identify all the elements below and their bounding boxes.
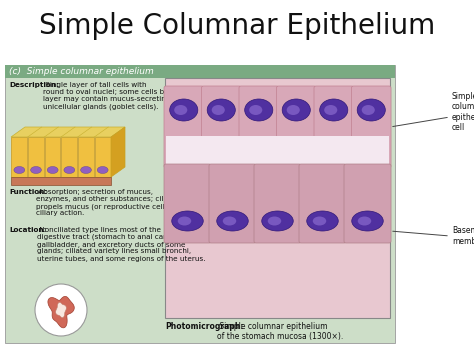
- FancyBboxPatch shape: [201, 86, 241, 168]
- Ellipse shape: [287, 105, 300, 115]
- Ellipse shape: [14, 166, 25, 174]
- FancyBboxPatch shape: [352, 86, 391, 168]
- FancyBboxPatch shape: [166, 136, 389, 166]
- Ellipse shape: [223, 217, 236, 225]
- FancyBboxPatch shape: [95, 137, 110, 177]
- FancyBboxPatch shape: [5, 65, 395, 343]
- FancyBboxPatch shape: [344, 164, 391, 243]
- Ellipse shape: [282, 99, 310, 121]
- Text: Function:: Function:: [9, 189, 47, 195]
- FancyBboxPatch shape: [11, 137, 27, 177]
- Text: Simple Columnar Epithelium: Simple Columnar Epithelium: [39, 12, 435, 40]
- Ellipse shape: [47, 166, 58, 174]
- Text: Location:: Location:: [9, 227, 46, 233]
- FancyBboxPatch shape: [276, 86, 316, 168]
- Ellipse shape: [352, 211, 383, 231]
- Text: Photomicrograph:: Photomicrograph:: [165, 322, 244, 331]
- FancyBboxPatch shape: [239, 86, 279, 168]
- Ellipse shape: [212, 105, 225, 115]
- FancyBboxPatch shape: [164, 86, 203, 168]
- Text: Description:: Description:: [9, 82, 59, 88]
- Polygon shape: [55, 302, 66, 318]
- Ellipse shape: [172, 211, 203, 231]
- Text: Simple columnar epithelium
of the stomach mucosa (1300×).: Simple columnar epithelium of the stomac…: [217, 322, 343, 342]
- Ellipse shape: [170, 99, 198, 121]
- Polygon shape: [48, 296, 74, 328]
- Text: Simple
columnar
epithelial
cell: Simple columnar epithelial cell: [452, 92, 474, 132]
- Circle shape: [35, 284, 87, 336]
- Text: Single layer of tall cells with
round to oval nuclei; some cells bear cilia;
lay: Single layer of tall cells with round to…: [43, 82, 195, 109]
- Ellipse shape: [324, 105, 337, 115]
- FancyBboxPatch shape: [209, 164, 256, 243]
- Ellipse shape: [249, 105, 262, 115]
- Text: Absorption; secretion of mucus,
enzymes, and other substances; ciliated type
pro: Absorption; secretion of mucus, enzymes,…: [36, 189, 200, 217]
- Ellipse shape: [358, 217, 371, 225]
- FancyBboxPatch shape: [28, 137, 44, 177]
- Ellipse shape: [245, 99, 273, 121]
- Ellipse shape: [81, 166, 91, 174]
- FancyBboxPatch shape: [78, 137, 94, 177]
- Ellipse shape: [178, 217, 191, 225]
- FancyBboxPatch shape: [164, 164, 211, 243]
- Ellipse shape: [313, 217, 326, 225]
- FancyBboxPatch shape: [5, 65, 395, 78]
- Text: Basement
membrane: Basement membrane: [452, 226, 474, 246]
- Polygon shape: [11, 127, 125, 137]
- Ellipse shape: [217, 211, 248, 231]
- Polygon shape: [111, 127, 125, 177]
- Ellipse shape: [357, 99, 385, 121]
- Text: Nonciliated type lines most of the
digestive tract (stomach to anal canal),
gall: Nonciliated type lines most of the diges…: [37, 227, 206, 262]
- FancyBboxPatch shape: [165, 78, 390, 318]
- FancyBboxPatch shape: [299, 164, 346, 243]
- Ellipse shape: [268, 217, 281, 225]
- Ellipse shape: [319, 99, 348, 121]
- Ellipse shape: [97, 166, 108, 174]
- FancyBboxPatch shape: [11, 177, 111, 185]
- FancyBboxPatch shape: [62, 137, 77, 177]
- Ellipse shape: [31, 166, 41, 174]
- FancyBboxPatch shape: [45, 137, 61, 177]
- Text: (c)  Simple columnar epithelium: (c) Simple columnar epithelium: [9, 67, 154, 76]
- Ellipse shape: [262, 211, 293, 231]
- Ellipse shape: [307, 211, 338, 231]
- Ellipse shape: [362, 105, 375, 115]
- Ellipse shape: [64, 166, 75, 174]
- FancyBboxPatch shape: [254, 164, 301, 243]
- FancyBboxPatch shape: [314, 86, 354, 168]
- Ellipse shape: [174, 105, 187, 115]
- Ellipse shape: [207, 99, 235, 121]
